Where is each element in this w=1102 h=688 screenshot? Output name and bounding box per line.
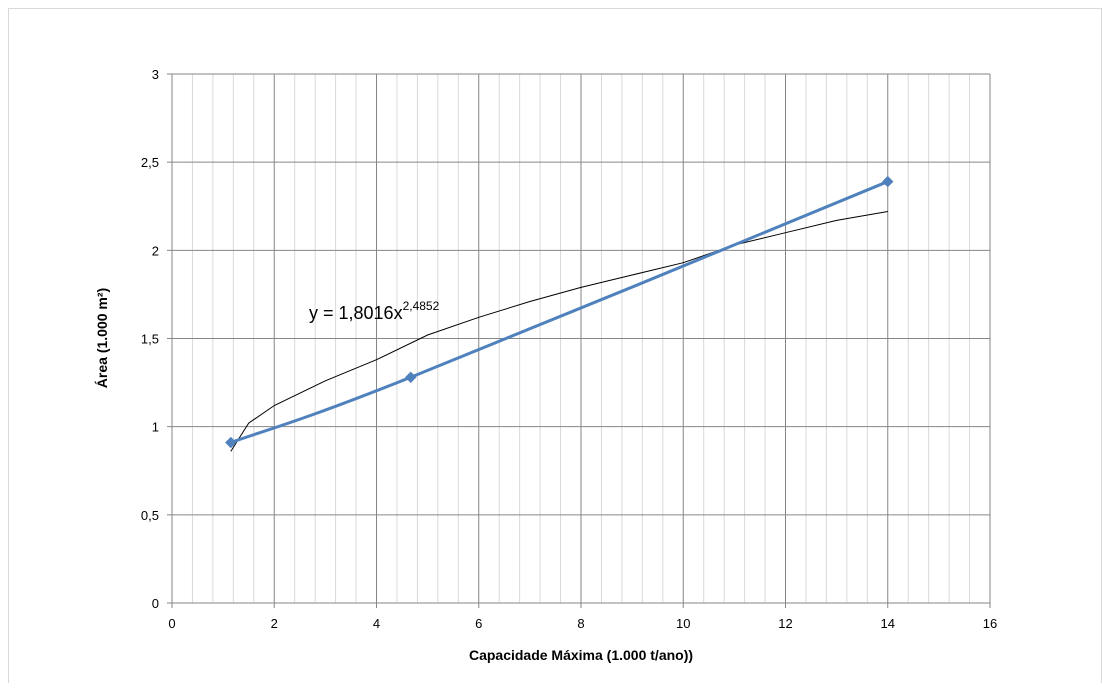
equation-base: y = 1,8016x (309, 303, 403, 323)
y-tick-label: 2 (152, 243, 159, 258)
y-axis-title: Área (1.000 m²) (94, 288, 110, 388)
y-tick-label: 1 (152, 420, 159, 435)
x-tick-label: 0 (168, 616, 175, 631)
x-axis-title: Capacidade Máxima (1.000 t/ano)) (469, 647, 693, 663)
y-tick-label: 0 (152, 596, 159, 611)
x-tick-label: 16 (983, 616, 997, 631)
x-tick-label: 2 (271, 616, 278, 631)
equation-exponent: 2,4852 (403, 299, 440, 313)
x-tick-label: 12 (778, 616, 792, 631)
x-tick-label: 8 (577, 616, 584, 631)
y-tick-label: 3 (152, 67, 159, 82)
y-tick-label: 1,5 (141, 332, 159, 347)
x-tick-label: 14 (881, 616, 895, 631)
y-tick-label: 0,5 (141, 508, 159, 523)
x-tick-label: 4 (373, 616, 380, 631)
x-tick-label: 10 (676, 616, 690, 631)
x-tick-label: 6 (475, 616, 482, 631)
y-tick-label: 2,5 (141, 155, 159, 170)
